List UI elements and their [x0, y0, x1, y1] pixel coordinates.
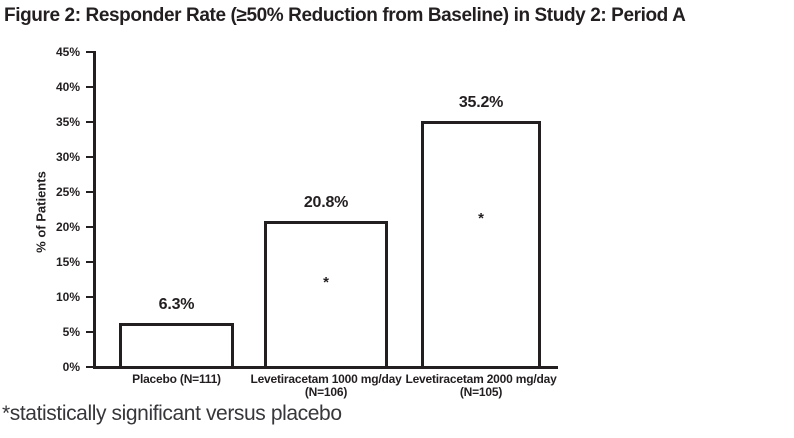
y-tick-label: 5%: [62, 325, 80, 339]
y-tick-label: 45%: [55, 45, 80, 59]
y-tick-mark: [86, 261, 93, 263]
y-tick-label: 0%: [62, 360, 80, 374]
category-line: Levetiracetam 1000 mg/day: [250, 372, 402, 386]
y-tick-mark: [86, 121, 93, 123]
y-axis-line: [93, 51, 96, 369]
y-tick-mark: [86, 51, 93, 53]
y-tick-label: 10%: [55, 290, 80, 304]
bar-value-label: 6.3%: [158, 296, 195, 313]
bar-value-label: 35.2%: [458, 94, 504, 111]
y-tick-label: 25%: [55, 185, 80, 199]
y-tick-label: 20%: [55, 220, 80, 234]
y-tick-label: 35%: [55, 115, 80, 129]
category-line: (N=106): [304, 385, 348, 399]
y-tick-label: 15%: [55, 255, 80, 269]
y-tick-label: 40%: [55, 80, 80, 94]
bar-levetiracetam-1000: *: [264, 221, 388, 369]
x-axis-category-label-levetiracetam-2000: Levetiracetam 2000 mg/day (N=105): [361, 373, 601, 399]
y-tick-mark: [86, 191, 93, 193]
significance-asterisk: *: [478, 210, 484, 228]
bar-placebo: [119, 323, 234, 369]
footnote: *statistically significant versus placeb…: [2, 402, 342, 425]
figure-title: Figure 2: Responder Rate (≥50% Reduction…: [4, 5, 686, 26]
y-tick-mark: [86, 156, 93, 158]
y-tick-mark: [86, 226, 93, 228]
category-line: Levetiracetam 2000 mg/day: [405, 372, 557, 386]
y-tick-mark: [86, 296, 93, 298]
bar-value-label: 20.8%: [303, 194, 349, 211]
y-tick-label: 30%: [55, 150, 80, 164]
x-axis-category-label-levetiracetam-1000: Levetiracetam 1000 mg/day (N=106): [206, 373, 446, 399]
y-tick-mark: [86, 331, 93, 333]
y-tick-mark: [86, 366, 93, 368]
bar-levetiracetam-2000: *: [421, 121, 541, 369]
category-line: (N=105): [459, 385, 503, 399]
x-axis-category-label-placebo: Placebo (N=111): [57, 373, 297, 386]
significance-asterisk: *: [323, 274, 329, 292]
category-line: Placebo (N=111): [132, 372, 221, 386]
y-tick-mark: [86, 86, 93, 88]
